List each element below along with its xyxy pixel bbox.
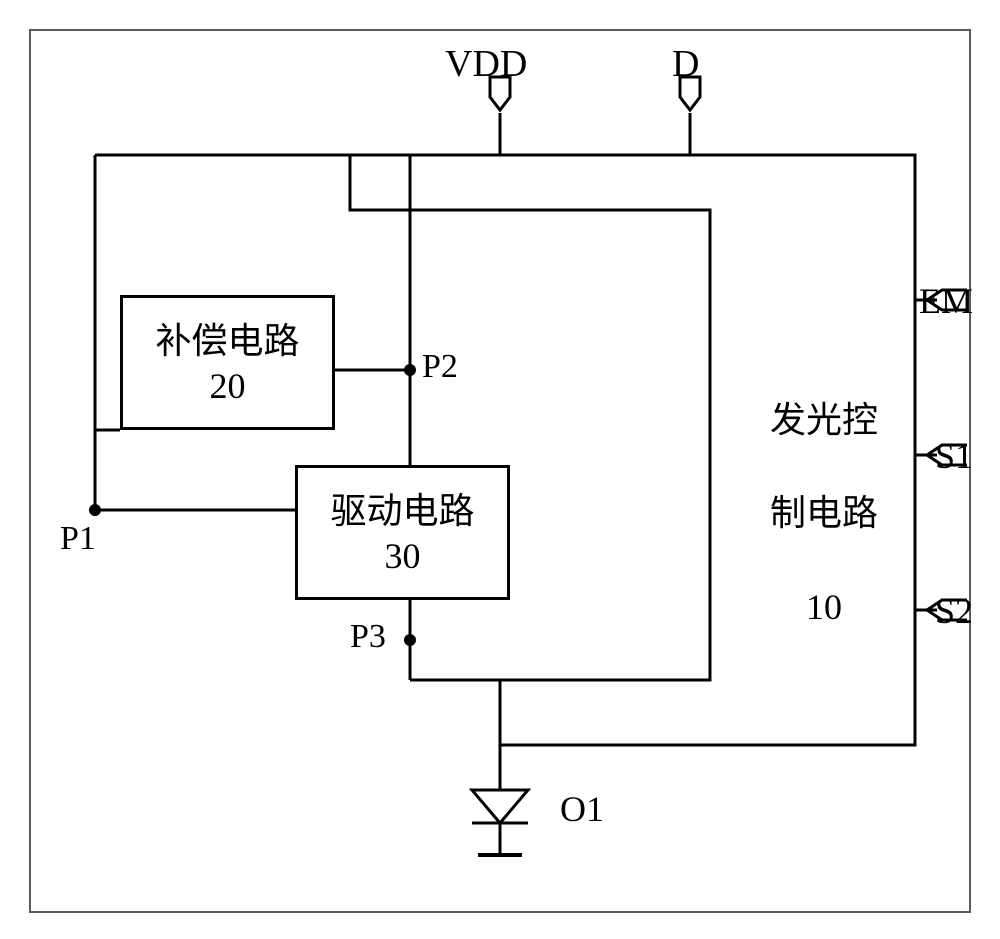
- pin-s2-label: S2: [935, 590, 973, 632]
- compensation-num: 20: [210, 365, 246, 407]
- pin-s1-label: S1: [935, 435, 973, 477]
- node-p3-label: P3: [350, 618, 386, 656]
- drive-title: 驱动电路: [330, 488, 474, 535]
- emission-control-line1: 发光控: [770, 400, 878, 440]
- drive-block: 驱动电路 30: [295, 465, 510, 600]
- drive-num: 30: [385, 535, 421, 577]
- emission-control-line2: 制电路: [770, 493, 878, 533]
- pin-d-label: D: [672, 42, 699, 86]
- emission-control-num: 10: [806, 587, 842, 627]
- node-p1-label: P1: [60, 520, 96, 558]
- compensation-block: 补偿电路 20: [120, 295, 335, 430]
- compensation-title: 补偿电路: [155, 318, 299, 365]
- node-p2-label: P2: [422, 348, 458, 386]
- pin-em-label: EM: [919, 280, 973, 322]
- diode-label: O1: [560, 788, 604, 830]
- pin-vdd-label: VDD: [445, 42, 527, 86]
- emission-control-title: 发光控 制电路 10: [745, 350, 885, 631]
